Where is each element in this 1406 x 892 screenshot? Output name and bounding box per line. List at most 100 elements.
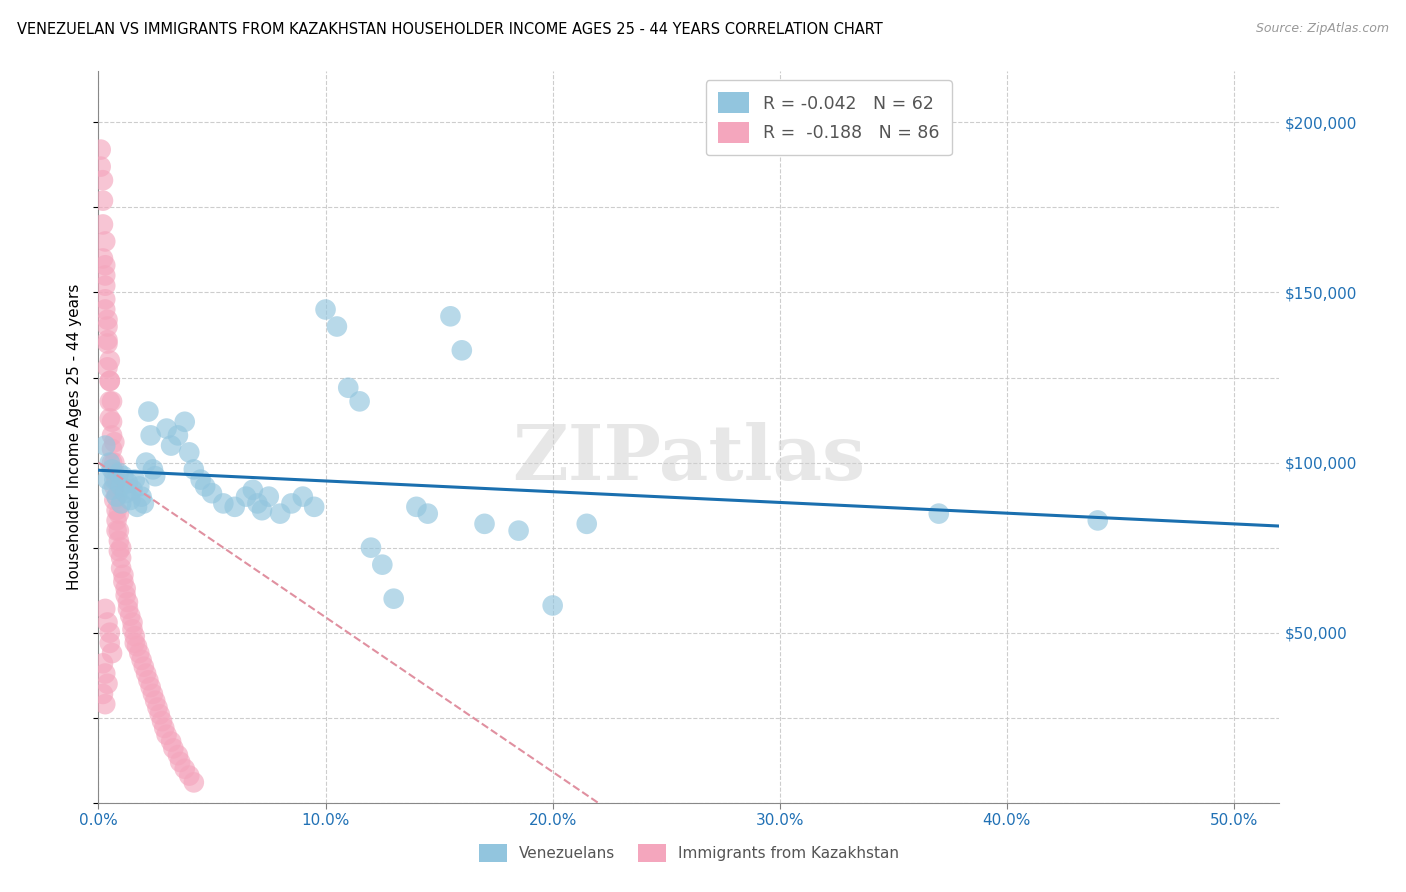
Point [101,394,124,409]
Point [117,602,139,616]
Point [101,456,124,470]
Point [117,595,139,609]
Point [201,486,224,500]
Point [132,659,155,673]
Point [91,657,114,671]
Point [150,714,173,728]
Text: Source: ZipAtlas.com: Source: ZipAtlas.com [1256,22,1389,36]
Point [124,473,146,487]
Point [124,636,146,650]
Point [125,500,148,514]
Point [90,160,112,174]
Point [101,415,124,429]
Point [124,629,146,643]
Point [194,479,217,493]
Point [98,636,121,650]
Point [98,456,121,470]
Point [110,561,132,575]
Point [91,218,114,232]
Point [125,640,148,654]
Point [94,278,117,293]
Point [190,473,212,487]
Point [149,707,172,722]
Point [183,775,205,789]
Point [103,493,125,508]
Point [94,258,117,272]
Point [235,490,257,504]
Point [110,550,132,565]
Point [105,490,128,504]
Point [101,442,124,456]
Point [349,394,371,409]
Point [179,768,201,782]
Point [117,475,139,490]
Point [120,493,142,508]
Point [121,483,143,497]
Point [139,680,162,694]
Point [110,479,132,493]
Point [94,666,117,681]
Point [173,762,195,776]
Point [242,483,264,497]
Point [439,310,461,324]
Point [155,421,177,435]
Point [291,490,314,504]
Point [131,653,153,667]
Point [94,602,117,616]
Point [108,524,131,538]
Point [98,625,121,640]
Point [246,496,269,510]
Point [575,516,598,531]
Text: ZIPatlas: ZIPatlas [512,422,866,496]
Point [183,462,205,476]
Point [94,697,117,711]
Point [474,516,496,531]
Point [153,721,176,735]
Point [173,415,195,429]
Point [371,558,394,572]
Point [96,473,118,487]
Point [132,496,155,510]
Point [96,360,118,375]
Point [302,500,325,514]
Point [91,173,114,187]
Point [103,456,125,470]
Point [360,541,382,555]
Point [108,544,131,558]
Point [110,496,132,510]
Point [135,456,157,470]
Point [142,462,165,476]
Point [96,615,118,630]
Point [257,490,280,504]
Point [96,677,118,691]
Point [326,319,349,334]
Legend: Venezuelans, Immigrants from Kazakhstan: Venezuelans, Immigrants from Kazakhstan [472,838,905,868]
Point [105,524,128,538]
Point [131,490,153,504]
Point [224,500,246,514]
Point [108,466,131,480]
Point [112,567,135,582]
Point [108,507,131,521]
Point [135,666,157,681]
Point [105,490,128,504]
Point [128,479,150,493]
Point [120,608,142,623]
Point [382,591,405,606]
Point [138,404,160,418]
Point [103,473,125,487]
Point [508,524,530,538]
Point [155,728,177,742]
Point [1087,513,1109,527]
Point [98,411,121,425]
Point [143,694,166,708]
Point [96,319,118,334]
Point [121,615,143,630]
Point [128,646,150,660]
Point [105,473,128,487]
Point [928,507,950,521]
Text: VENEZUELAN VS IMMIGRANTS FROM KAZAKHSTAN HOUSEHOLDER INCOME AGES 25 - 44 YEARS C: VENEZUELAN VS IMMIGRANTS FROM KAZAKHSTAN… [17,22,883,37]
Point [112,574,135,589]
Point [167,748,190,763]
Point [114,486,136,500]
